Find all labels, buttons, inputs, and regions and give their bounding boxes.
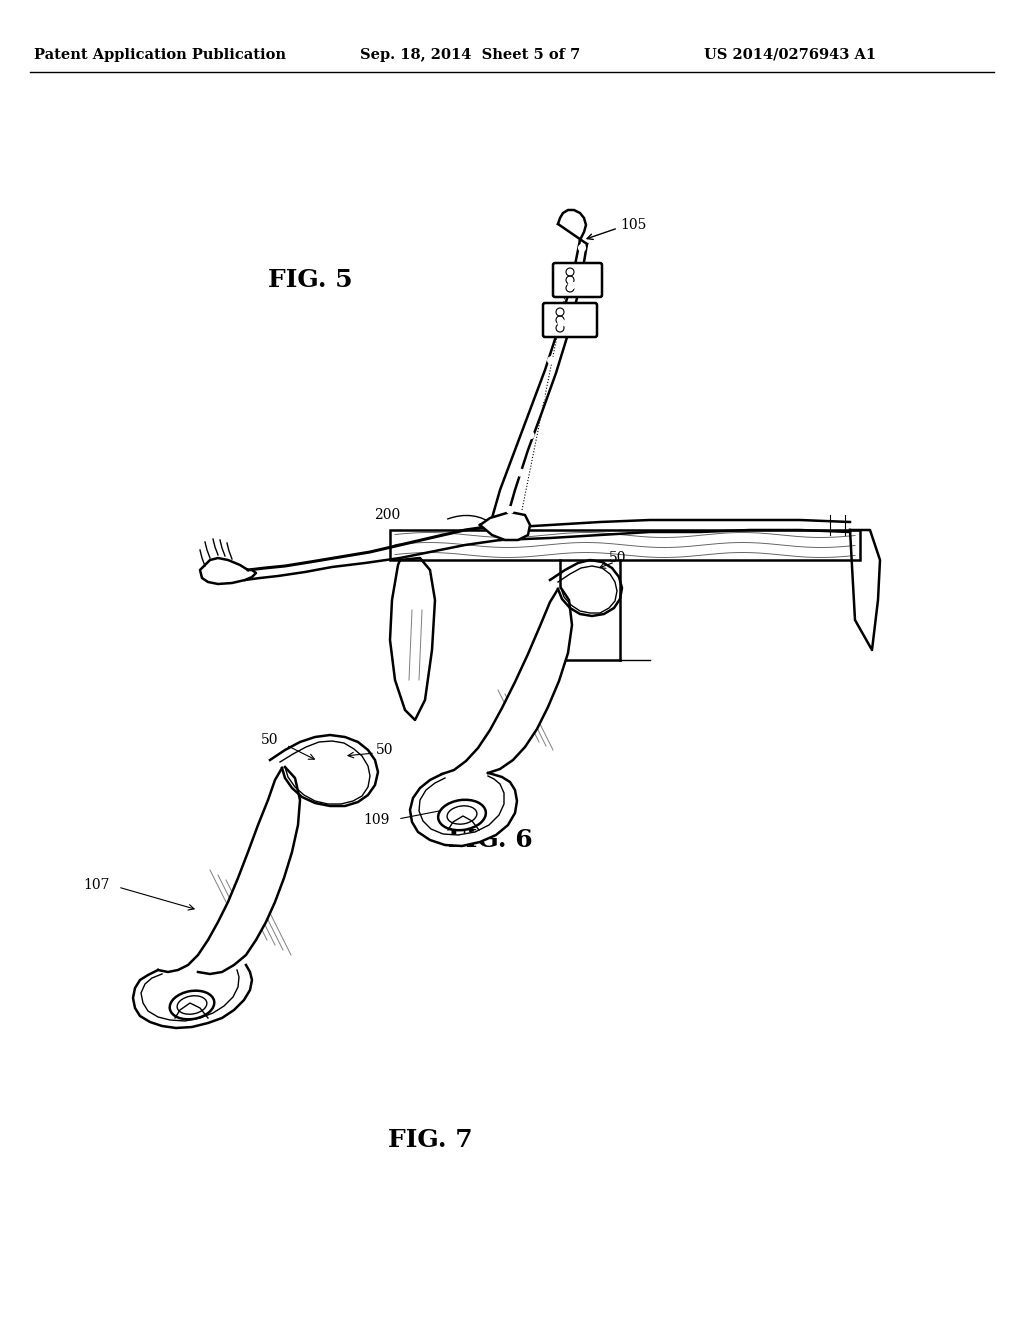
Polygon shape [480, 512, 530, 540]
Circle shape [548, 356, 555, 364]
Text: 105: 105 [620, 218, 646, 232]
Circle shape [558, 319, 565, 326]
Circle shape [329, 772, 341, 784]
Circle shape [593, 590, 603, 602]
Circle shape [517, 469, 524, 477]
Text: 109: 109 [364, 813, 390, 828]
Circle shape [579, 244, 586, 252]
FancyBboxPatch shape [543, 304, 597, 337]
Circle shape [578, 590, 589, 602]
Circle shape [538, 395, 545, 401]
Polygon shape [850, 531, 880, 649]
Polygon shape [442, 587, 572, 774]
Ellipse shape [438, 800, 485, 830]
Text: FIG. 6: FIG. 6 [447, 828, 532, 851]
Polygon shape [200, 558, 256, 583]
Circle shape [314, 772, 326, 784]
Circle shape [507, 507, 513, 513]
Circle shape [527, 432, 535, 438]
Text: Patent Application Publication: Patent Application Publication [34, 48, 286, 62]
Text: FIG. 7: FIG. 7 [388, 1129, 472, 1152]
Ellipse shape [177, 995, 207, 1014]
Polygon shape [133, 965, 252, 1028]
FancyBboxPatch shape [553, 263, 602, 297]
Polygon shape [410, 774, 517, 846]
Text: Sep. 18, 2014  Sheet 5 of 7: Sep. 18, 2014 Sheet 5 of 7 [359, 48, 581, 62]
Text: FIG. 5: FIG. 5 [267, 268, 352, 292]
Circle shape [324, 754, 336, 766]
Text: 50: 50 [376, 743, 394, 756]
Text: 200: 200 [374, 508, 400, 521]
Circle shape [568, 282, 575, 289]
Polygon shape [490, 210, 587, 525]
Ellipse shape [447, 805, 477, 824]
Bar [390, 531, 860, 560]
Polygon shape [390, 558, 435, 719]
Circle shape [583, 574, 594, 586]
Ellipse shape [170, 991, 214, 1019]
Text: 50: 50 [261, 733, 279, 747]
Polygon shape [158, 767, 300, 974]
Text: US 2014/0276943 A1: US 2014/0276943 A1 [703, 48, 877, 62]
Text: 107: 107 [84, 878, 110, 892]
Text: 50: 50 [609, 550, 627, 565]
